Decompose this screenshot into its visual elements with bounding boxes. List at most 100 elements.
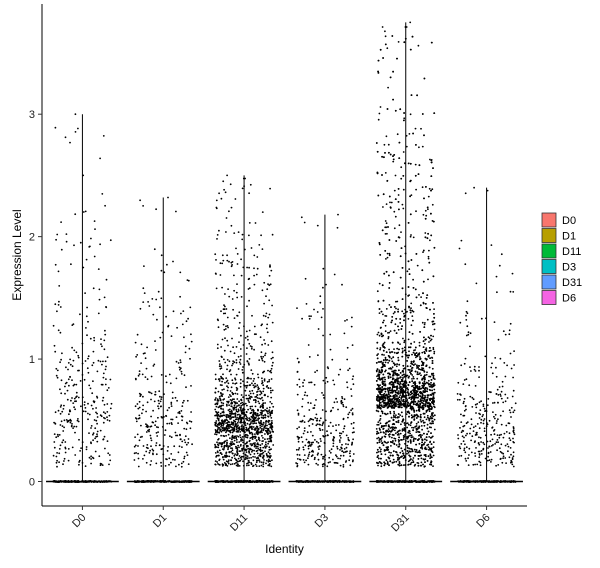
data-point: [221, 254, 224, 257]
data-point: [102, 438, 105, 441]
data-point: [249, 183, 252, 186]
data-point: [261, 289, 264, 292]
data-point: [247, 460, 250, 462]
data-point: [177, 451, 180, 454]
data-point: [214, 460, 217, 462]
data-point: [174, 459, 176, 461]
data-point: [222, 425, 225, 427]
data-point: [55, 238, 57, 241]
data-point: [269, 283, 272, 286]
data-point: [238, 361, 241, 364]
data-point: [235, 291, 238, 294]
data-point: [104, 360, 107, 363]
data-point: [329, 461, 331, 463]
data-point: [249, 443, 252, 445]
data-point: [226, 364, 229, 367]
data-point: [137, 407, 140, 410]
data-point: [59, 388, 61, 391]
data-point: [233, 274, 235, 277]
data-point: [177, 412, 180, 414]
data-point: [99, 360, 102, 363]
data-point: [240, 440, 242, 442]
data-point: [80, 405, 82, 408]
data-point: [92, 287, 95, 290]
data-point: [187, 317, 190, 320]
data-point: [227, 462, 230, 465]
data-point: [250, 448, 253, 451]
data-point: [270, 448, 272, 450]
data-point: [251, 346, 253, 348]
data-point: [160, 398, 163, 400]
data-point: [422, 251, 424, 254]
data-point: [384, 220, 387, 222]
data-point: [107, 452, 110, 455]
data-point: [154, 349, 157, 351]
data-point: [218, 360, 221, 362]
data-point: [235, 247, 237, 250]
data-point: [302, 385, 304, 387]
data-point: [302, 381, 304, 384]
data-point: [94, 427, 97, 430]
data-point: [255, 447, 257, 449]
data-point: [78, 463, 80, 466]
data-point: [92, 400, 95, 403]
data-point: [187, 279, 190, 282]
data-point: [261, 248, 264, 251]
data-point: [407, 451, 410, 454]
data-point: [75, 425, 78, 428]
data-point: [258, 461, 261, 463]
data-point: [399, 322, 402, 324]
data-point: [226, 465, 229, 467]
data-point: [153, 363, 156, 366]
data-point: [88, 456, 91, 459]
data-point: [183, 374, 186, 377]
data-point: [142, 408, 144, 411]
data-point: [391, 366, 394, 368]
data-point: [257, 376, 260, 379]
data-point: [220, 434, 223, 437]
data-point: [86, 334, 88, 337]
data-point: [352, 383, 355, 386]
data-point: [395, 402, 397, 405]
data-point: [238, 400, 241, 403]
data-point: [240, 398, 243, 401]
data-point: [71, 346, 73, 349]
data-point: [247, 376, 249, 379]
data-point: [55, 455, 58, 458]
data-point: [316, 369, 318, 372]
data-point: [314, 371, 316, 373]
data-point: [234, 453, 237, 455]
data-point: [399, 343, 401, 345]
data-point: [296, 427, 299, 430]
data-point: [176, 326, 179, 329]
data-point: [178, 366, 181, 369]
data-point: [253, 453, 256, 455]
data-point: [225, 377, 228, 379]
data-point: [270, 378, 273, 380]
data-point: [248, 342, 251, 345]
data-point: [58, 448, 61, 450]
data-point: [322, 421, 325, 424]
data-point: [409, 365, 412, 368]
data-point: [393, 412, 396, 415]
data-point: [321, 392, 323, 394]
data-point: [316, 311, 319, 313]
data-point: [224, 328, 227, 330]
data-point: [235, 408, 238, 411]
data-point: [233, 437, 236, 439]
data-point: [253, 420, 256, 423]
data-point: [237, 404, 240, 407]
data-point: [86, 306, 88, 309]
data-point: [59, 424, 62, 426]
data-point: [322, 422, 324, 425]
data-point: [217, 390, 220, 393]
data-point: [101, 345, 103, 348]
data-point: [215, 207, 218, 210]
data-point: [185, 443, 188, 446]
data-point: [307, 445, 310, 448]
data-point: [135, 452, 138, 454]
data-point: [104, 412, 107, 415]
data-point: [226, 427, 229, 430]
data-point: [80, 447, 82, 449]
data-point: [262, 417, 265, 420]
